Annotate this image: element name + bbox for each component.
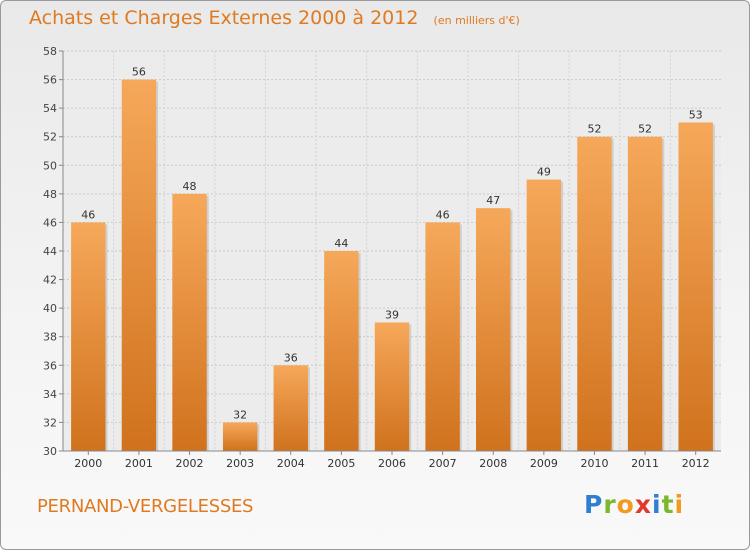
x-tick-label: 2003 bbox=[226, 457, 254, 470]
data-label: 56 bbox=[132, 66, 146, 79]
bar bbox=[71, 222, 106, 451]
title-row: Achats et Charges Externes 2000 à 2012 (… bbox=[29, 7, 520, 29]
bar-layer bbox=[71, 79, 715, 452]
bar bbox=[476, 208, 511, 451]
logo-letter: r bbox=[603, 490, 617, 519]
bar bbox=[425, 222, 460, 451]
y-tick-label: 44 bbox=[43, 245, 57, 258]
data-label: 52 bbox=[638, 123, 652, 136]
y-tick-label: 40 bbox=[43, 302, 57, 315]
proxiti-logo: Proxiti bbox=[584, 490, 684, 519]
x-tick-label: 2012 bbox=[682, 457, 710, 470]
x-tick-label: 2005 bbox=[327, 457, 355, 470]
x-tick-label: 2008 bbox=[479, 457, 507, 470]
bar bbox=[374, 322, 410, 451]
bar bbox=[324, 251, 359, 451]
y-tick-label: 58 bbox=[43, 45, 57, 58]
logo-letter: P bbox=[584, 490, 604, 519]
y-tick-label: 48 bbox=[43, 188, 57, 201]
y-tick-label: 30 bbox=[43, 445, 57, 458]
data-label: 52 bbox=[587, 123, 601, 136]
y-tick-label: 34 bbox=[43, 388, 57, 401]
label-layer: 46 56 48 32 36 44 39 46 47 49 52 52 53 bbox=[81, 66, 702, 422]
chart-unit: (en milliers d'€) bbox=[433, 14, 520, 27]
bar bbox=[678, 122, 713, 451]
x-tick-label: 2004 bbox=[277, 457, 305, 470]
logo-letter: x bbox=[634, 490, 652, 519]
bar bbox=[627, 136, 663, 451]
y-tick-label: 52 bbox=[43, 131, 57, 144]
x-tick-label: 2000 bbox=[74, 457, 102, 470]
x-tick-label: 2002 bbox=[176, 457, 204, 470]
data-label: 32 bbox=[233, 408, 247, 421]
x-tick-label: 2009 bbox=[530, 457, 558, 470]
y-tick-label: 38 bbox=[43, 331, 57, 344]
data-label: 36 bbox=[284, 351, 298, 364]
logo-letter: o bbox=[616, 490, 635, 519]
commune-name: PERNAND-VERGELESSES bbox=[37, 496, 254, 517]
data-label: 53 bbox=[689, 108, 703, 121]
x-tick-label: 2007 bbox=[429, 457, 457, 470]
data-label: 49 bbox=[537, 166, 551, 179]
data-label: 47 bbox=[486, 194, 500, 207]
bar bbox=[577, 136, 612, 451]
bar bbox=[273, 365, 308, 451]
y-tick-label: 42 bbox=[43, 274, 57, 287]
bar bbox=[222, 422, 258, 451]
x-tick-label: 2006 bbox=[378, 457, 406, 470]
logo-letter: i bbox=[674, 490, 685, 519]
axis-layer: 30 32 34 36 38 40 42 44 46 48 50 52 54 56 58 2000 2001 20… bbox=[43, 45, 721, 470]
x-tick-label: 2011 bbox=[631, 457, 659, 470]
bar bbox=[526, 179, 562, 452]
y-tick-label: 50 bbox=[43, 159, 57, 172]
x-tick-label: 2010 bbox=[580, 457, 608, 470]
data-label: 44 bbox=[334, 237, 348, 250]
bar bbox=[172, 193, 207, 451]
data-label: 46 bbox=[81, 208, 95, 221]
data-label: 48 bbox=[183, 180, 197, 193]
logo-letter: i bbox=[652, 490, 662, 519]
y-tick-label: 36 bbox=[43, 359, 57, 372]
bar bbox=[121, 79, 157, 452]
y-tick-label: 54 bbox=[43, 102, 57, 115]
y-tick-label: 32 bbox=[43, 416, 57, 429]
y-tick-label: 46 bbox=[43, 216, 57, 229]
chart-title: Achats et Charges Externes 2000 à 2012 bbox=[29, 7, 419, 29]
data-label: 39 bbox=[385, 308, 399, 321]
x-tick-label: 2001 bbox=[125, 457, 153, 470]
y-tick-label: 56 bbox=[43, 74, 57, 87]
data-label: 46 bbox=[436, 208, 450, 221]
logo-letter: t bbox=[661, 490, 675, 519]
